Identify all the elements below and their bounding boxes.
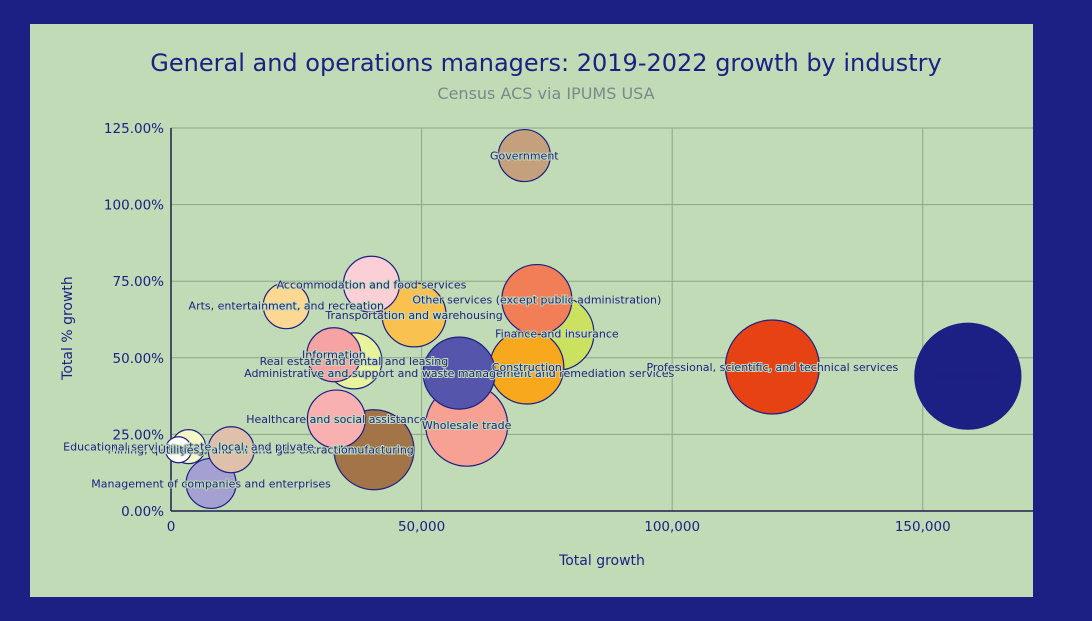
bubble-label: Finance and insurance [495,327,619,340]
bubble-label: Transportation and warehousing [324,309,502,322]
chart-panel: General and operations managers: 2019-20… [30,24,1033,597]
bubble-point[interactable] [914,322,1022,430]
bubble-label: Retail trade [936,370,1000,383]
bubble-labels: Government Accommodation and food service… [62,149,1001,492]
bubble-point[interactable] [497,128,551,183]
x-tick-label: 0 [167,519,176,535]
bubble-label: Other services (except public administra… [412,294,661,307]
bubble-label: Construction [492,361,562,374]
bubble-label: Mining, quarrying, and oil and gas extra… [108,444,355,457]
y-axis-title: Total % growth [60,276,76,381]
bubble-label: Healthcare and social assistance [246,413,427,426]
bubble-label: Accommodation and food services [277,278,467,291]
bubble-point[interactable] [306,327,362,383]
bubble-point[interactable] [422,336,496,410]
bubble-label: Arts, entertainment, and recreation [189,300,384,313]
bubble-point[interactable] [724,319,820,415]
bubble-point[interactable] [306,389,366,449]
x-tick-label: 50,000 [398,519,445,535]
bubble-label: Wholesale trade [422,419,512,432]
bubble-point[interactable] [207,426,255,474]
bubble-label: Professional, scientific, and technical … [646,361,898,374]
bubble-label: Government [490,150,559,163]
bubble-label: Information [302,349,366,362]
x-axis-title: Total growth [558,553,645,569]
bubble-point[interactable] [342,255,401,313]
bubble-label: Utilities [158,444,200,457]
x-tick-label: 100,000 [644,519,700,535]
bubble-label: Management of companies and enterprises [91,477,331,490]
x-tick-label: 150,000 [895,519,951,535]
y-tick-label: 100.00% [104,198,164,214]
bubble-label: Real estate and rental and leasing [260,355,449,368]
axes: 0.00% 25.00% 50.00% 75.00% 100.00% 125.00% 0 50… [104,121,1033,535]
y-tick-label: 125.00% [104,121,164,137]
bubble-chart: General and operations managers: 2019-20… [60,49,1033,569]
bubble-point[interactable] [501,263,573,336]
bubble-label: Manufacturing [334,444,414,457]
bubbles [164,128,1022,510]
bubble-point[interactable] [381,282,447,348]
chart-subtitle: Census ACS via IPUMS USA [437,84,654,103]
y-tick-label: 50.00% [113,351,165,367]
y-tick-label: 0.00% [121,504,164,520]
y-tick-label: 75.00% [113,274,165,290]
chart-title: General and operations managers: 2019-20… [150,49,941,77]
bubble-point[interactable] [262,282,310,330]
bubble-label: Administrative and support and waste man… [244,367,674,380]
bubble-point[interactable] [164,436,193,464]
y-tick-label: 25.00% [113,427,165,443]
bubble-label: Educational services, state, local, and … [63,441,314,454]
